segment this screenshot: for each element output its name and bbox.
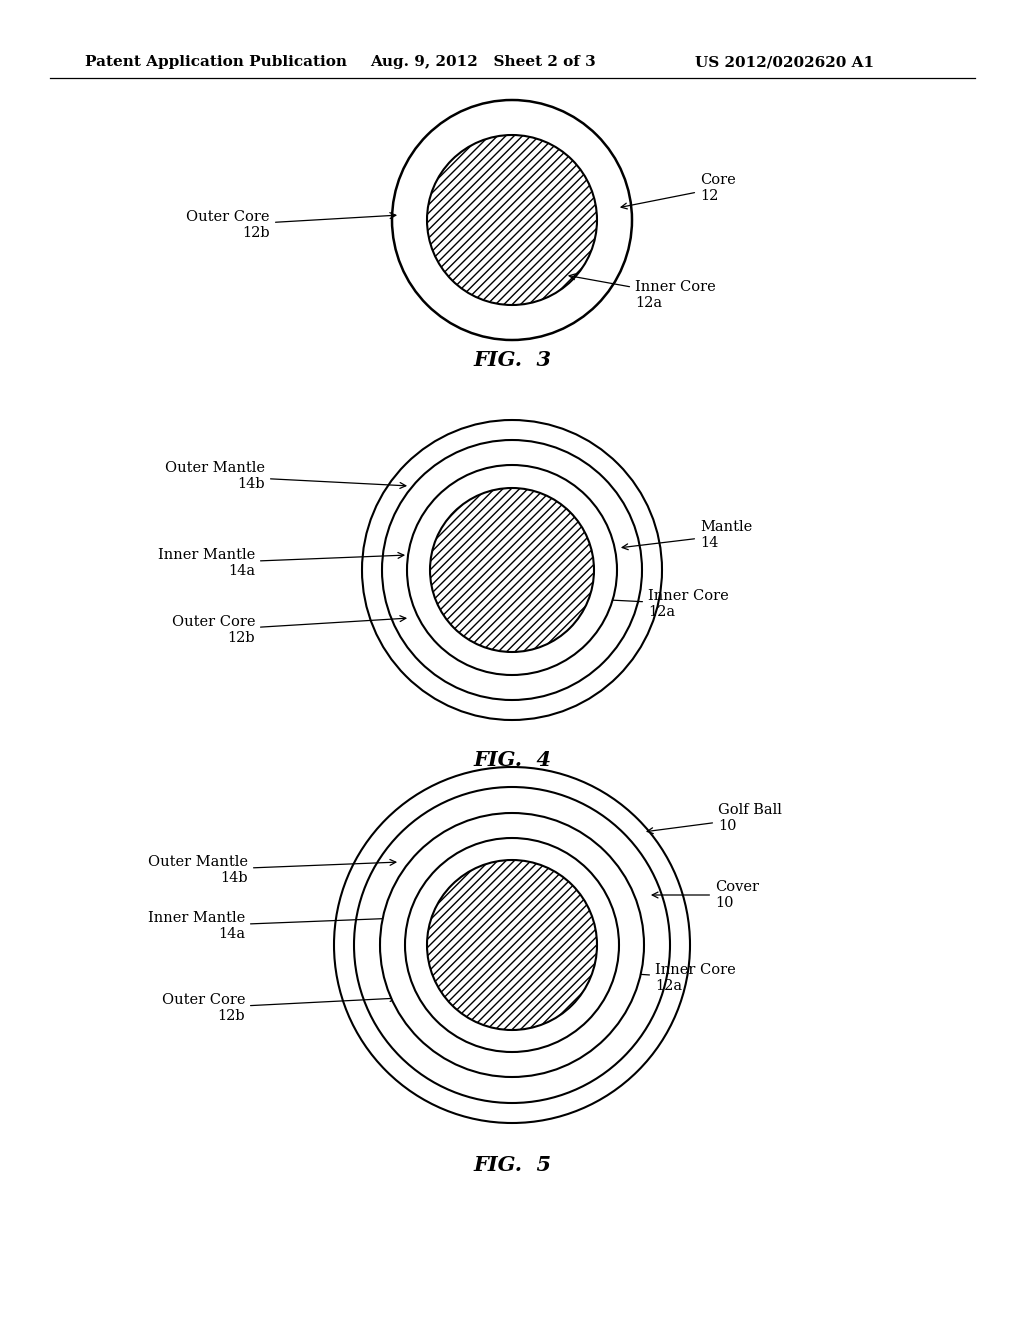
- Text: Core
12: Core 12: [622, 173, 736, 209]
- Text: Outer Mantle
14b: Outer Mantle 14b: [148, 855, 396, 886]
- Ellipse shape: [427, 861, 597, 1030]
- Text: Outer Core
12b: Outer Core 12b: [186, 210, 396, 240]
- Text: Inner Mantle
14a: Inner Mantle 14a: [158, 548, 403, 578]
- Text: FIG.  3: FIG. 3: [473, 350, 551, 370]
- Ellipse shape: [430, 488, 594, 652]
- Text: Outer Core
12b: Outer Core 12b: [171, 615, 406, 645]
- Ellipse shape: [392, 100, 632, 341]
- Ellipse shape: [334, 767, 690, 1123]
- Text: Outer Mantle
14b: Outer Mantle 14b: [165, 461, 406, 491]
- Text: Mantle
14: Mantle 14: [623, 520, 753, 550]
- Ellipse shape: [406, 838, 618, 1052]
- Text: Inner Mantle
14a: Inner Mantle 14a: [147, 911, 396, 941]
- Text: Inner Core
12a: Inner Core 12a: [569, 275, 716, 310]
- Text: Patent Application Publication: Patent Application Publication: [85, 55, 347, 69]
- Text: Outer Core
12b: Outer Core 12b: [162, 993, 396, 1023]
- Text: Inner Core
12a: Inner Core 12a: [580, 962, 736, 993]
- Text: Cover
10: Cover 10: [652, 880, 759, 909]
- Text: US 2012/0202620 A1: US 2012/0202620 A1: [695, 55, 874, 69]
- Text: Aug. 9, 2012   Sheet 2 of 3: Aug. 9, 2012 Sheet 2 of 3: [370, 55, 596, 69]
- Ellipse shape: [427, 135, 597, 305]
- Text: FIG.  5: FIG. 5: [473, 1155, 551, 1175]
- Text: FIG.  4: FIG. 4: [473, 750, 551, 770]
- Ellipse shape: [382, 440, 642, 700]
- Ellipse shape: [354, 787, 670, 1104]
- Text: Inner Core
12a: Inner Core 12a: [574, 589, 729, 619]
- Text: Golf Ball
10: Golf Ball 10: [647, 803, 782, 834]
- Ellipse shape: [407, 465, 617, 675]
- Ellipse shape: [380, 813, 644, 1077]
- Ellipse shape: [362, 420, 662, 719]
